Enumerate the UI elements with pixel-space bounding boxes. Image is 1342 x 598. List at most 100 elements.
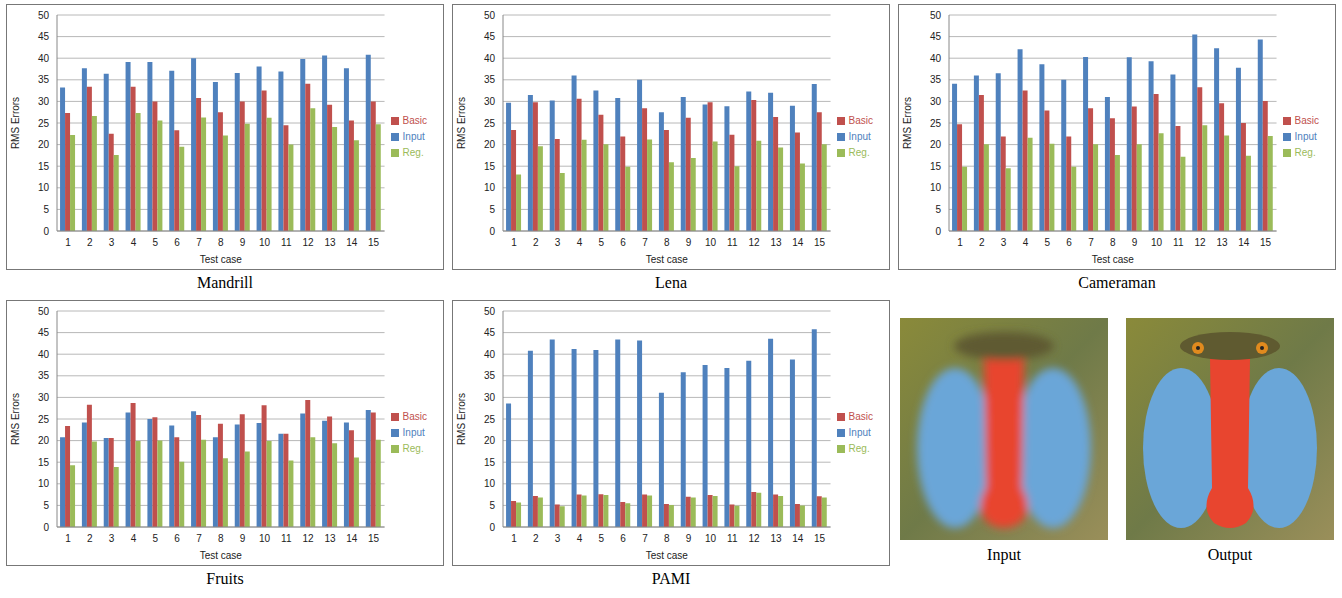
- svg-text:7: 7: [642, 237, 648, 248]
- svg-text:25: 25: [484, 118, 496, 129]
- svg-text:40: 40: [38, 53, 50, 64]
- svg-text:45: 45: [484, 31, 496, 42]
- svg-text:15: 15: [38, 457, 50, 468]
- svg-text:5: 5: [935, 204, 941, 215]
- svg-text:8: 8: [664, 533, 670, 544]
- svg-text:6: 6: [1066, 237, 1072, 248]
- svg-text:45: 45: [484, 327, 496, 338]
- svg-text:15: 15: [368, 237, 380, 248]
- svg-text:1: 1: [957, 237, 963, 248]
- svg-text:6: 6: [620, 533, 626, 544]
- svg-text:5: 5: [489, 500, 495, 511]
- svg-text:50: 50: [484, 306, 496, 317]
- svg-text:8: 8: [664, 237, 670, 248]
- svg-text:13: 13: [1216, 237, 1228, 248]
- svg-text:0: 0: [935, 226, 941, 237]
- svg-text:7: 7: [196, 237, 202, 248]
- svg-text:9: 9: [686, 533, 692, 544]
- svg-text:4: 4: [577, 533, 583, 544]
- svg-text:30: 30: [38, 96, 50, 107]
- svg-text:12: 12: [1195, 237, 1207, 248]
- svg-text:5: 5: [489, 204, 495, 215]
- svg-text:2: 2: [533, 237, 539, 248]
- svg-text:40: 40: [484, 53, 496, 64]
- svg-text:45: 45: [38, 31, 50, 42]
- svg-text:1: 1: [65, 237, 71, 248]
- svg-text:12: 12: [749, 237, 761, 248]
- svg-text:2: 2: [533, 533, 539, 544]
- svg-text:3: 3: [109, 237, 115, 248]
- svg-text:13: 13: [770, 237, 782, 248]
- svg-text:13: 13: [770, 533, 782, 544]
- svg-text:12: 12: [303, 533, 315, 544]
- svg-text:9: 9: [240, 237, 246, 248]
- svg-text:14: 14: [1238, 237, 1250, 248]
- svg-text:14: 14: [792, 237, 804, 248]
- svg-text:20: 20: [484, 435, 496, 446]
- svg-text:11: 11: [727, 533, 738, 544]
- svg-text:30: 30: [38, 392, 50, 403]
- svg-text:13: 13: [324, 533, 336, 544]
- svg-text:Test case: Test case: [1092, 254, 1135, 265]
- svg-text:14: 14: [346, 533, 358, 544]
- svg-text:20: 20: [38, 139, 50, 150]
- svg-text:11: 11: [281, 237, 292, 248]
- svg-text:4: 4: [577, 237, 583, 248]
- svg-text:10: 10: [705, 533, 717, 544]
- svg-text:40: 40: [484, 349, 496, 360]
- svg-text:50: 50: [484, 10, 496, 21]
- svg-text:0: 0: [489, 226, 495, 237]
- svg-text:7: 7: [1088, 237, 1094, 248]
- svg-text:6: 6: [620, 237, 626, 248]
- svg-text:35: 35: [484, 370, 496, 381]
- svg-text:3: 3: [109, 533, 115, 544]
- svg-text:5: 5: [152, 237, 158, 248]
- svg-text:0: 0: [43, 522, 49, 533]
- svg-text:25: 25: [484, 414, 496, 425]
- svg-text:10: 10: [38, 478, 50, 489]
- svg-text:Test case: Test case: [646, 550, 689, 561]
- svg-text:7: 7: [196, 533, 202, 544]
- svg-text:2: 2: [87, 237, 93, 248]
- svg-text:3: 3: [555, 533, 561, 544]
- svg-text:15: 15: [38, 161, 50, 172]
- svg-text:5: 5: [152, 533, 158, 544]
- svg-text:RMS Errors: RMS Errors: [456, 393, 467, 445]
- svg-text:45: 45: [930, 31, 942, 42]
- svg-text:RMS Errors: RMS Errors: [902, 97, 913, 149]
- svg-text:10: 10: [259, 533, 271, 544]
- svg-text:8: 8: [1110, 237, 1116, 248]
- svg-text:12: 12: [749, 533, 761, 544]
- svg-text:20: 20: [930, 139, 942, 150]
- svg-text:6: 6: [174, 533, 180, 544]
- svg-text:4: 4: [131, 237, 137, 248]
- svg-text:5: 5: [43, 500, 49, 511]
- svg-text:5: 5: [43, 204, 49, 215]
- svg-text:10: 10: [484, 478, 496, 489]
- svg-text:3: 3: [555, 237, 561, 248]
- svg-text:15: 15: [930, 161, 942, 172]
- svg-text:20: 20: [484, 139, 496, 150]
- svg-text:RMS Errors: RMS Errors: [10, 97, 21, 149]
- svg-text:4: 4: [131, 533, 137, 544]
- svg-text:25: 25: [930, 118, 942, 129]
- svg-text:11: 11: [281, 533, 292, 544]
- svg-text:3: 3: [1001, 237, 1007, 248]
- svg-text:13: 13: [324, 237, 336, 248]
- svg-text:10: 10: [705, 237, 717, 248]
- svg-text:1: 1: [511, 533, 517, 544]
- svg-text:10: 10: [1151, 237, 1163, 248]
- svg-text:Test case: Test case: [646, 254, 689, 265]
- svg-text:45: 45: [38, 327, 50, 338]
- svg-text:7: 7: [642, 533, 648, 544]
- svg-text:6: 6: [174, 237, 180, 248]
- svg-text:RMS Errors: RMS Errors: [456, 97, 467, 149]
- svg-text:8: 8: [218, 533, 224, 544]
- svg-text:1: 1: [511, 237, 517, 248]
- svg-text:2: 2: [979, 237, 985, 248]
- svg-text:30: 30: [930, 96, 942, 107]
- svg-text:9: 9: [686, 237, 692, 248]
- svg-text:12: 12: [303, 237, 315, 248]
- svg-text:1: 1: [65, 533, 71, 544]
- svg-text:10: 10: [930, 182, 942, 193]
